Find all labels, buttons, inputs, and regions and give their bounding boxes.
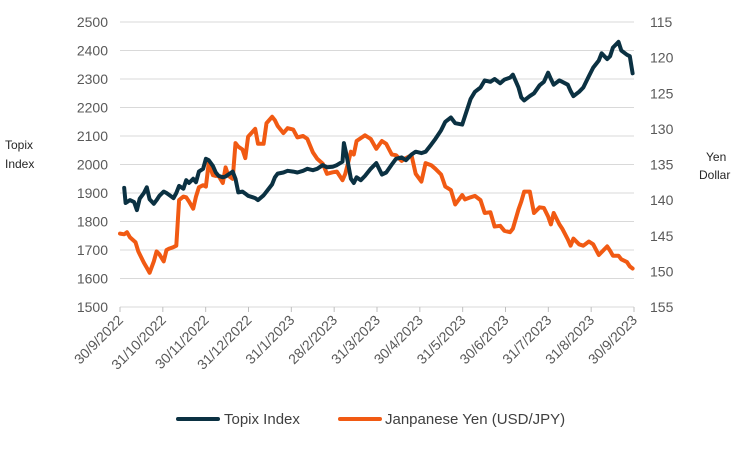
left-tick-label: 1600 [77,271,108,287]
right-axis-title: Yen Dollar [699,150,730,182]
left-tick-label: 2500 [77,14,108,30]
left-axis-title: Topix Index [5,138,34,171]
right-axis-title-line2: Dollar [699,168,730,182]
left-axis-title-line2: Index [5,157,34,171]
right-axis-ticks: 115 120 125 130 135 140 145 150 155 [650,14,674,315]
left-tick-label: 1800 [77,214,108,230]
left-tick-label: 2000 [77,157,108,173]
right-tick-label: 135 [650,157,674,173]
right-tick-label: 145 [650,228,674,244]
left-tick-label: 1700 [77,242,108,258]
series-lines [118,39,635,275]
left-tick-label: 2300 [77,71,108,87]
left-tick-label: 1900 [77,185,108,201]
left-tick-label: 1500 [77,299,108,315]
right-tick-label: 125 [650,85,674,101]
right-tick-label: 120 [650,50,674,66]
left-tick-label: 2400 [77,43,108,59]
right-tick-label: 140 [650,192,674,208]
legend-label-topix: Topix Index [224,411,300,428]
left-tick-label: 2200 [77,100,108,116]
legend-label-yen: Janpanese Yen (USD/JPY) [385,411,565,428]
yen-usdjpy-line [118,114,635,275]
right-tick-label: 115 [650,14,673,30]
left-axis-ticks: 1500 1600 1700 1800 1900 2000 2100 2200 2300 2400… [77,14,108,315]
right-tick-label: 150 [650,263,674,279]
legend: Topix Index Janpanese Yen (USD/JPY) [176,411,565,428]
topix-index-line [122,39,635,213]
right-tick-label: 130 [650,121,674,137]
left-axis-title-line1: Topix [5,138,33,152]
right-tick-label: 155 [650,299,674,315]
left-tick-label: 2100 [77,128,108,144]
x-axis-ticks: 30/9/202231/10/202230/11/202231/12/20223… [71,307,640,373]
right-axis-title-line1: Yen [706,150,726,164]
